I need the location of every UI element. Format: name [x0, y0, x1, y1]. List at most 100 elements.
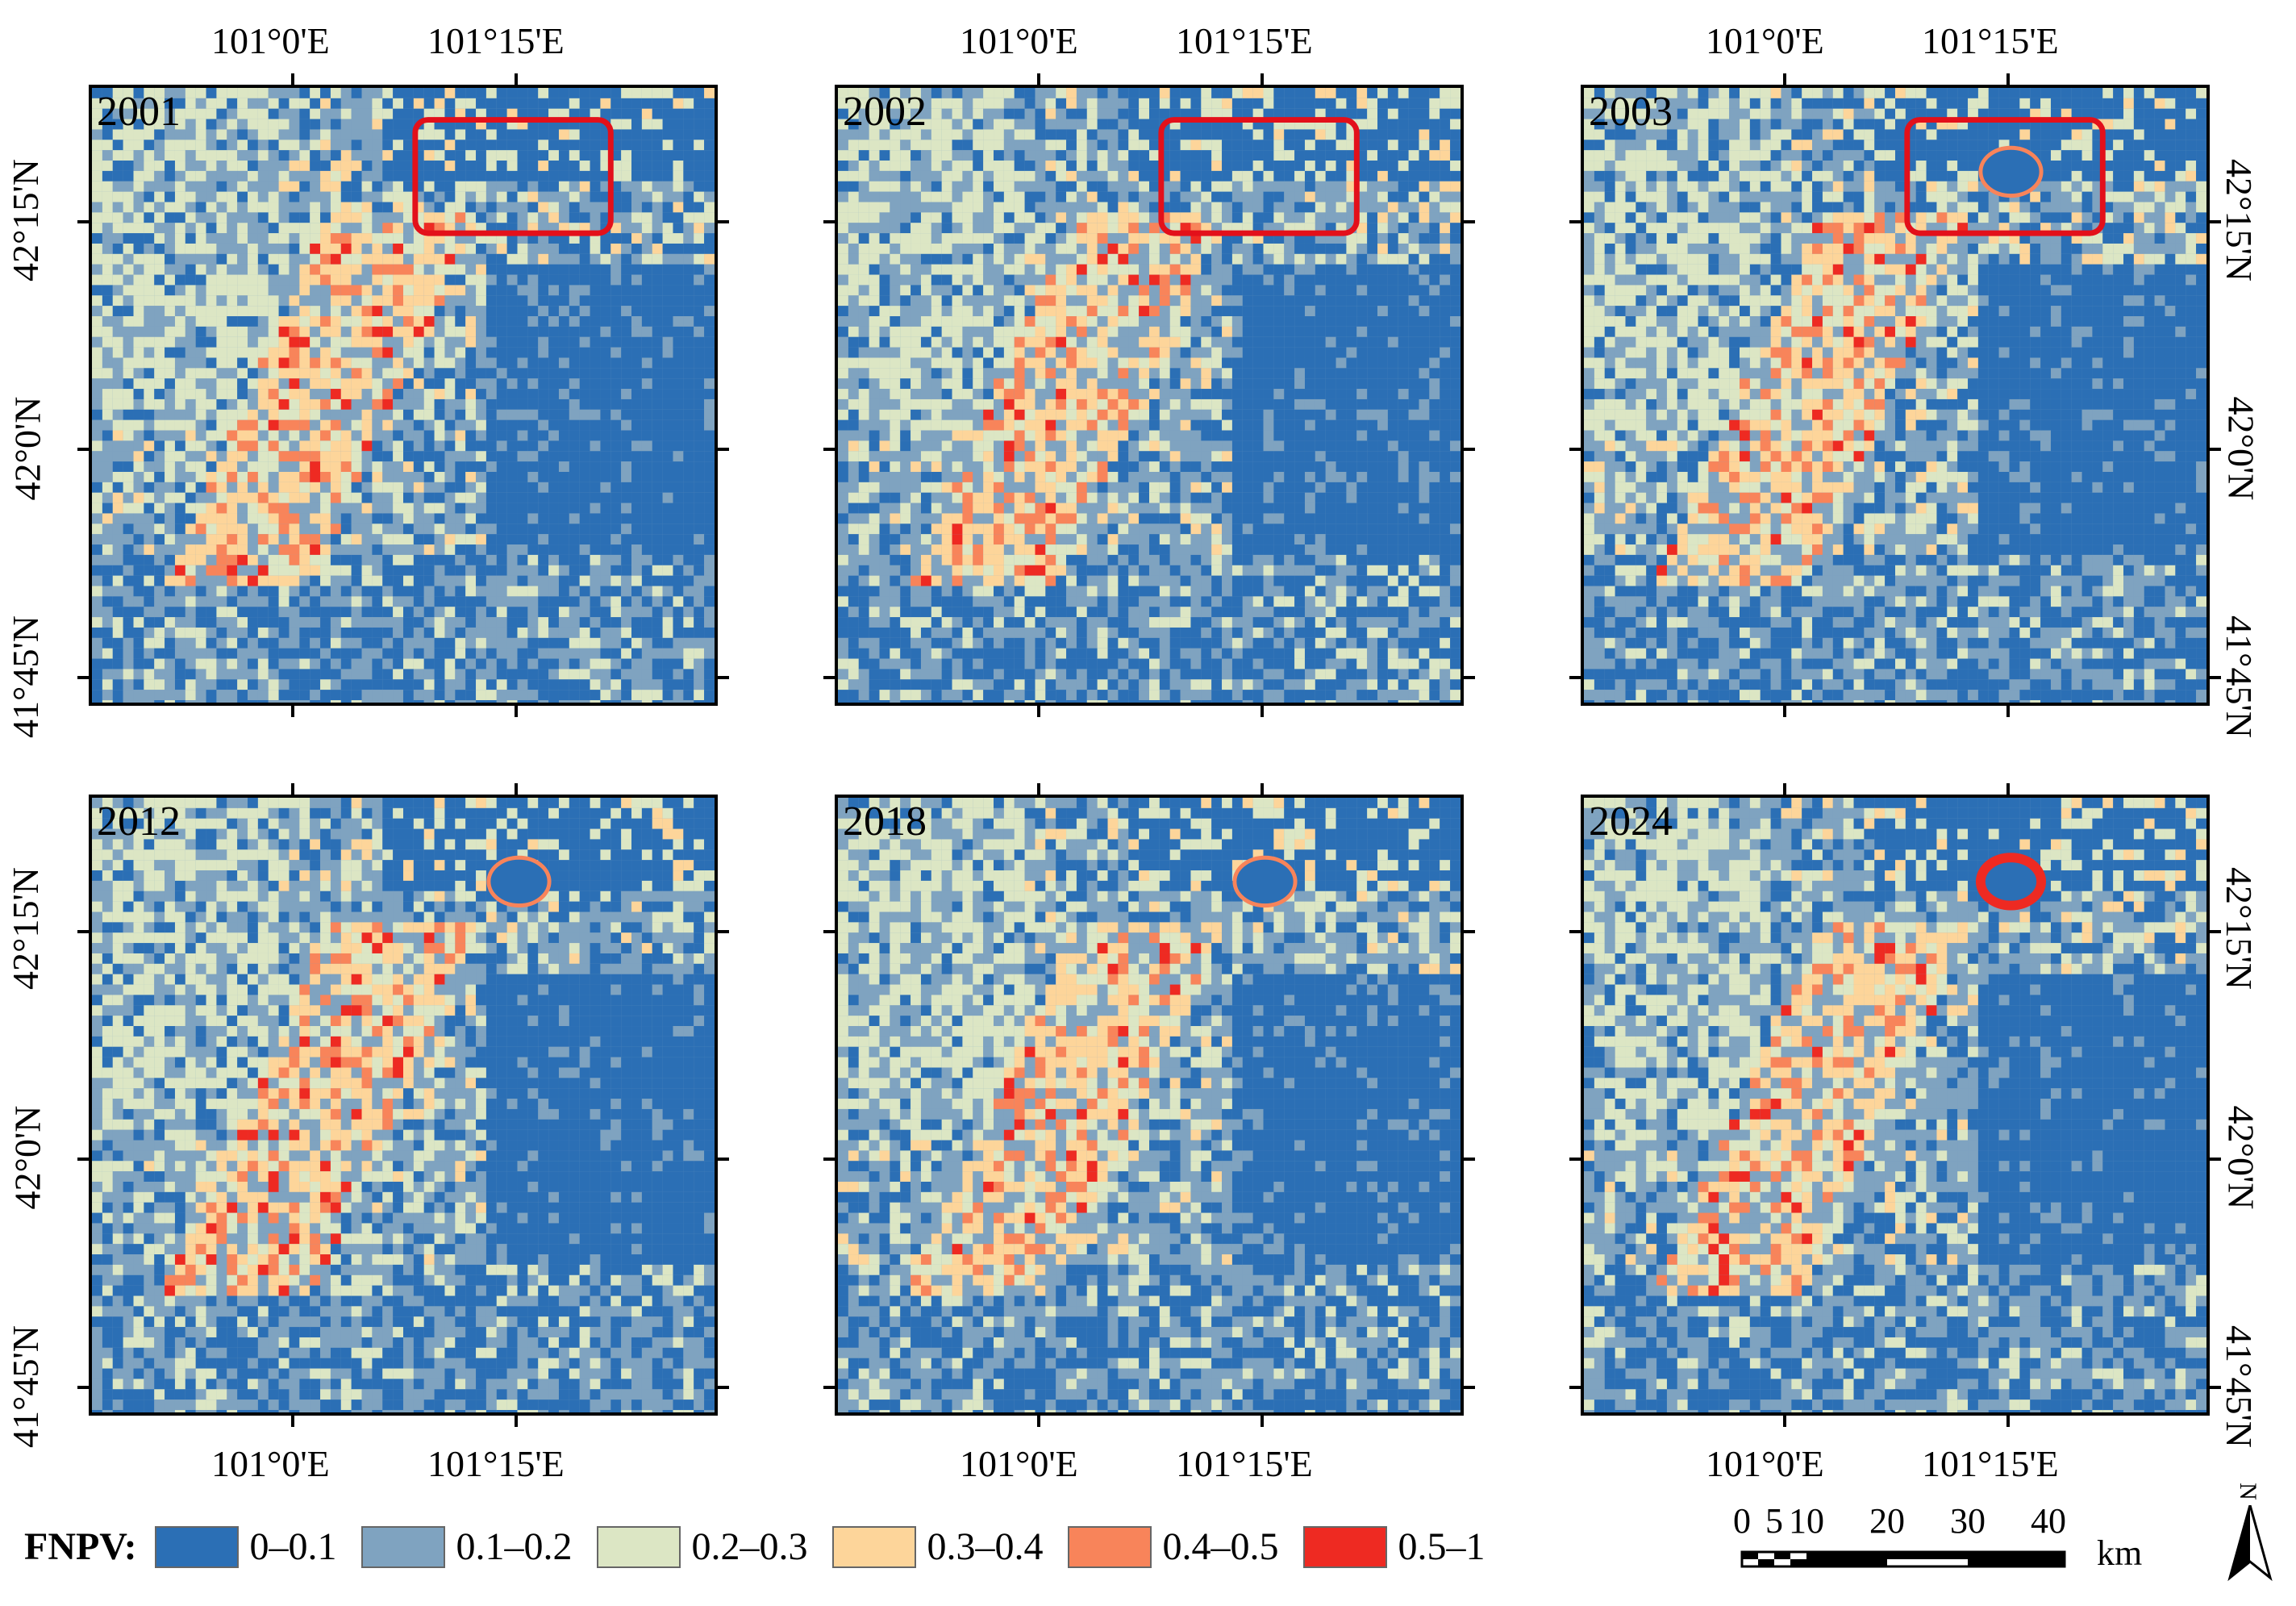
legend-swatch	[596, 1525, 681, 1568]
legend-label: 0.3–0.4	[927, 1525, 1044, 1569]
tick-mark	[2210, 1158, 2221, 1161]
tick-mark	[1569, 448, 1581, 451]
fnpv-map	[1584, 88, 2206, 703]
tick-mark	[1261, 706, 1264, 717]
map-panel-2001: 2001	[89, 85, 718, 706]
tick-mark	[515, 73, 518, 85]
scale-bar: 0 5 10 20 30 40	[1733, 1500, 2161, 1573]
legend-swatch	[1302, 1525, 1387, 1568]
legend-item: 0.3–0.4	[831, 1525, 1044, 1569]
tick-mark	[1783, 706, 1786, 717]
lat-label-right: 41°45'N	[2219, 615, 2260, 738]
year-label: 2001	[95, 88, 182, 136]
map-panel-2012: 2012	[89, 795, 718, 1416]
legend-label: 0.2–0.3	[692, 1525, 808, 1569]
lat-label-left: 41°45'N	[5, 615, 46, 738]
scale-tick-label: 5	[1765, 1500, 1783, 1541]
tick-mark	[718, 220, 729, 223]
lon-label-bottom: 101°15'E	[1922, 1445, 2059, 1483]
lat-label-left: 42°0'N	[6, 397, 48, 501]
lon-label-bottom: 101°0'E	[960, 1445, 1078, 1483]
tick-mark	[1261, 783, 1264, 795]
tick-mark	[515, 1416, 518, 1427]
year-label: 2003	[1587, 88, 1674, 136]
lat-label-left: 42°15'N	[5, 867, 46, 990]
tick-mark	[823, 448, 835, 451]
tick-mark	[1783, 1416, 1786, 1427]
scale-tick-label: 20	[1869, 1500, 1905, 1541]
tick-mark	[1037, 783, 1040, 795]
lon-label-bottom: 101°0'E	[211, 1445, 330, 1483]
lon-label-top: 101°15'E	[1176, 23, 1313, 60]
tick-mark	[1569, 676, 1581, 679]
tick-mark	[823, 930, 835, 933]
tick-mark	[1783, 73, 1786, 85]
lat-label-right: 42°15'N	[2219, 159, 2260, 282]
tick-mark	[1464, 448, 1475, 451]
tick-mark	[823, 1386, 835, 1389]
map-panel-2018: 2018	[835, 795, 1464, 1416]
fnpv-map	[1584, 798, 2206, 1412]
tick-mark	[1037, 1416, 1040, 1427]
north-label: N	[2234, 1483, 2261, 1500]
legend-swatch	[154, 1525, 239, 1568]
tick-mark	[1464, 930, 1475, 933]
tick-mark	[2210, 220, 2221, 223]
north-arrow-graphic	[2227, 1505, 2273, 1582]
lat-label-right: 42°0'N	[2220, 397, 2261, 501]
lat-label-left: 41°45'N	[5, 1325, 46, 1448]
scale-bar-unit: km	[2097, 1533, 2142, 1574]
tick-mark	[1037, 706, 1040, 717]
map-panel-2003: 2003	[1581, 85, 2210, 706]
tick-mark	[1569, 1386, 1581, 1389]
tick-mark	[1464, 220, 1475, 223]
tick-mark	[291, 706, 294, 717]
lat-label-right: 41°45'N	[2219, 1325, 2260, 1448]
legend-label: 0.1–0.2	[456, 1525, 573, 1569]
tick-mark	[1261, 73, 1264, 85]
tick-mark	[823, 220, 835, 223]
tick-mark	[2210, 448, 2221, 451]
legend-item: 0.5–1	[1302, 1525, 1486, 1569]
tick-mark	[823, 1158, 835, 1161]
legend-label: 0.5–1	[1398, 1525, 1486, 1569]
map-panel-2024: 2024	[1581, 795, 2210, 1416]
legend-label: 0.4–0.5	[1163, 1525, 1279, 1569]
tick-mark	[291, 1416, 294, 1427]
legend-item: 0.4–0.5	[1067, 1525, 1279, 1569]
tick-mark	[77, 930, 89, 933]
lon-label-bottom: 101°0'E	[1706, 1445, 1824, 1483]
lon-label-top: 101°0'E	[211, 23, 330, 60]
fnpv-map	[92, 798, 715, 1412]
tick-mark	[1261, 1416, 1264, 1427]
tick-mark	[2210, 1386, 2221, 1389]
scale-tick-label: 0	[1733, 1500, 1751, 1541]
legend-title: FNPV:	[24, 1525, 137, 1569]
year-label: 2018	[841, 798, 928, 846]
tick-mark	[718, 1386, 729, 1389]
tick-mark	[77, 448, 89, 451]
legend-swatch	[360, 1525, 445, 1568]
lon-label-bottom: 101°15'E	[427, 1445, 565, 1483]
tick-mark	[77, 1158, 89, 1161]
tick-mark	[2006, 706, 2010, 717]
tick-mark	[77, 1386, 89, 1389]
legend-swatch	[831, 1525, 916, 1568]
tick-mark	[1569, 930, 1581, 933]
tick-mark	[718, 1158, 729, 1161]
year-label: 2002	[841, 88, 928, 136]
legend-label: 0–0.1	[250, 1525, 337, 1569]
tick-mark	[2210, 676, 2221, 679]
tick-mark	[1464, 1386, 1475, 1389]
legend-item: 0.2–0.3	[596, 1525, 808, 1569]
fnpv-map	[92, 88, 715, 703]
year-label: 2024	[1587, 798, 1674, 846]
tick-mark	[718, 930, 729, 933]
lat-label-left: 42°0'N	[6, 1106, 48, 1210]
lat-label-right: 42°0'N	[2220, 1106, 2261, 1210]
map-panel-2002: 2002	[835, 85, 1464, 706]
tick-mark	[1569, 220, 1581, 223]
lon-label-top: 101°15'E	[1922, 23, 2059, 60]
north-arrow-icon: N	[2226, 1483, 2274, 1582]
lon-label-top: 101°15'E	[427, 23, 565, 60]
